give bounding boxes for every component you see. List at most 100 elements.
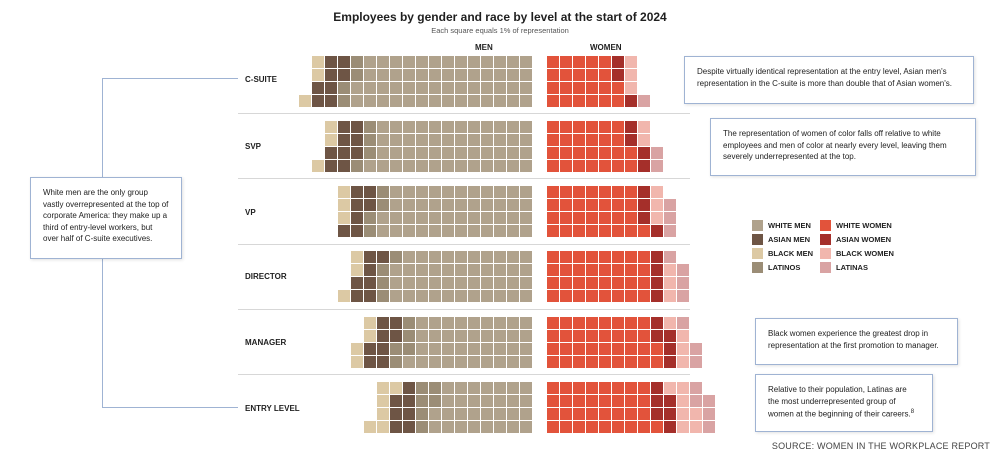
waffle-square-white-men-level-4 (455, 356, 467, 368)
waffle-square-white-men-level-2 (442, 199, 454, 211)
waffle-square-asian-women-level-0 (625, 95, 637, 107)
waffle-square-white-men-level-0 (468, 82, 480, 94)
waffle-square-black-women-level-5 (664, 382, 676, 394)
waffle-square-latinas-level-3 (677, 277, 689, 289)
waffle-square-white-women-level-4 (625, 317, 637, 329)
waffle-square-white-men-level-1 (520, 147, 532, 159)
waffle-square-white-women-level-3 (612, 277, 624, 289)
waffle-square-white-women-level-1 (625, 160, 637, 172)
waffle-square-white-women-level-1 (560, 147, 572, 159)
waffle-square-white-men-level-4 (429, 330, 441, 342)
waffle-square-white-men-level-0 (520, 82, 532, 94)
legend-label: ASIAN MEN (768, 235, 811, 244)
waffle-square-white-men-level-0 (364, 82, 376, 94)
waffle-square-white-men-level-0 (494, 69, 506, 81)
waffle-square-latinos-level-5 (416, 408, 428, 420)
waffle-square-black-women-level-3 (664, 277, 676, 289)
waffle-square-white-men-level-0 (351, 95, 363, 107)
waffle-square-white-men-level-1 (416, 160, 428, 172)
waffle-square-white-women-level-1 (599, 134, 611, 146)
waffle-square-asian-men-level-2 (351, 225, 363, 237)
waffle-square-white-men-level-0 (351, 82, 363, 94)
waffle-square-white-women-level-2 (547, 186, 559, 198)
waffle-square-white-men-level-1 (364, 160, 376, 172)
waffle-square-asian-women-level-3 (651, 251, 663, 263)
waffle-square-white-women-level-5 (560, 421, 572, 433)
waffle-square-white-women-level-2 (560, 186, 572, 198)
waffle-square-white-women-level-0 (586, 56, 598, 68)
waffle-square-white-men-level-0 (481, 82, 493, 94)
waffle-square-white-men-level-4 (494, 330, 506, 342)
waffle-square-latinas-level-5 (703, 421, 715, 433)
waffle-square-asian-women-level-5 (664, 408, 676, 420)
waffle-square-white-men-level-0 (507, 95, 519, 107)
waffle-square-black-men-level-0 (299, 95, 311, 107)
waffle-square-white-women-level-4 (599, 343, 611, 355)
waffle-square-white-women-level-4 (599, 330, 611, 342)
waffle-square-white-women-level-4 (547, 356, 559, 368)
waffle-square-white-women-level-0 (612, 95, 624, 107)
waffle-square-white-men-level-1 (468, 121, 480, 133)
waffle-square-white-men-level-0 (494, 82, 506, 94)
waffle-square-white-men-level-3 (468, 251, 480, 263)
waffle-square-black-women-level-5 (677, 408, 689, 420)
waffle-square-asian-women-level-3 (651, 264, 663, 276)
waffle-square-white-men-level-3 (416, 264, 428, 276)
note-black-women: Black women experience the greatest drop… (755, 318, 958, 365)
waffle-square-white-women-level-5 (638, 421, 650, 433)
waffle-square-asian-men-level-3 (364, 251, 376, 263)
waffle-square-white-men-level-2 (520, 186, 532, 198)
waffle-square-white-men-level-0 (390, 69, 402, 81)
waffle-square-white-women-level-5 (586, 382, 598, 394)
waffle-square-latinos-level-4 (403, 317, 415, 329)
waffle-square-white-women-level-4 (560, 317, 572, 329)
waffle-square-white-women-level-1 (573, 134, 585, 146)
waffle-square-white-men-level-5 (507, 408, 519, 420)
waffle-square-white-men-level-4 (520, 343, 532, 355)
waffle-square-asian-men-level-3 (364, 277, 376, 289)
waffle-square-asian-men-level-0 (325, 95, 337, 107)
waffle-square-latinas-level-5 (690, 395, 702, 407)
waffle-square-white-women-level-5 (586, 395, 598, 407)
waffle-square-white-men-level-2 (494, 186, 506, 198)
waffle-square-white-men-level-3 (481, 290, 493, 302)
waffle-square-white-women-level-4 (547, 317, 559, 329)
waffle-square-white-women-level-5 (573, 382, 585, 394)
waffle-square-white-men-level-4 (455, 317, 467, 329)
waffle-square-white-men-level-0 (481, 95, 493, 107)
waffle-square-white-women-level-2 (638, 225, 650, 237)
waffle-square-white-men-level-2 (429, 186, 441, 198)
waffle-square-latinos-level-0 (351, 69, 363, 81)
waffle-square-white-men-level-2 (455, 212, 467, 224)
waffle-square-white-men-level-3 (494, 251, 506, 263)
waffle-square-white-women-level-5 (573, 421, 585, 433)
waffle-square-latinas-level-1 (651, 147, 663, 159)
note-women-of-color-text: The representation of women of color fal… (723, 129, 947, 161)
waffle-square-white-women-level-4 (625, 343, 637, 355)
waffle-square-white-men-level-0 (416, 82, 428, 94)
waffle-square-asian-women-level-2 (638, 186, 650, 198)
waffle-square-white-women-level-4 (586, 343, 598, 355)
waffle-square-asian-men-level-2 (351, 199, 363, 211)
note-black-women-text: Black women experience the greatest drop… (768, 329, 939, 350)
waffle-square-white-men-level-1 (481, 147, 493, 159)
waffle-square-asian-women-level-4 (651, 317, 663, 329)
waffle-square-white-women-level-3 (560, 290, 572, 302)
waffle-square-black-women-level-0 (625, 82, 637, 94)
waffle-square-asian-men-level-4 (377, 343, 389, 355)
waffle-square-latinos-level-1 (364, 121, 376, 133)
level-separator (238, 244, 690, 245)
waffle-square-white-women-level-0 (586, 82, 598, 94)
waffle-square-latinas-level-3 (677, 290, 689, 302)
waffle-square-asian-men-level-1 (351, 147, 363, 159)
waffle-square-white-women-level-1 (573, 147, 585, 159)
waffle-square-black-women-level-5 (690, 421, 702, 433)
waffle-square-asian-men-level-0 (312, 82, 324, 94)
waffle-square-white-women-level-1 (560, 121, 572, 133)
waffle-square-white-men-level-4 (442, 330, 454, 342)
waffle-square-asian-women-level-5 (651, 395, 663, 407)
waffle-square-white-men-level-3 (403, 277, 415, 289)
waffle-square-white-men-level-0 (455, 69, 467, 81)
waffle-square-white-women-level-1 (586, 160, 598, 172)
waffle-square-white-men-level-5 (442, 382, 454, 394)
